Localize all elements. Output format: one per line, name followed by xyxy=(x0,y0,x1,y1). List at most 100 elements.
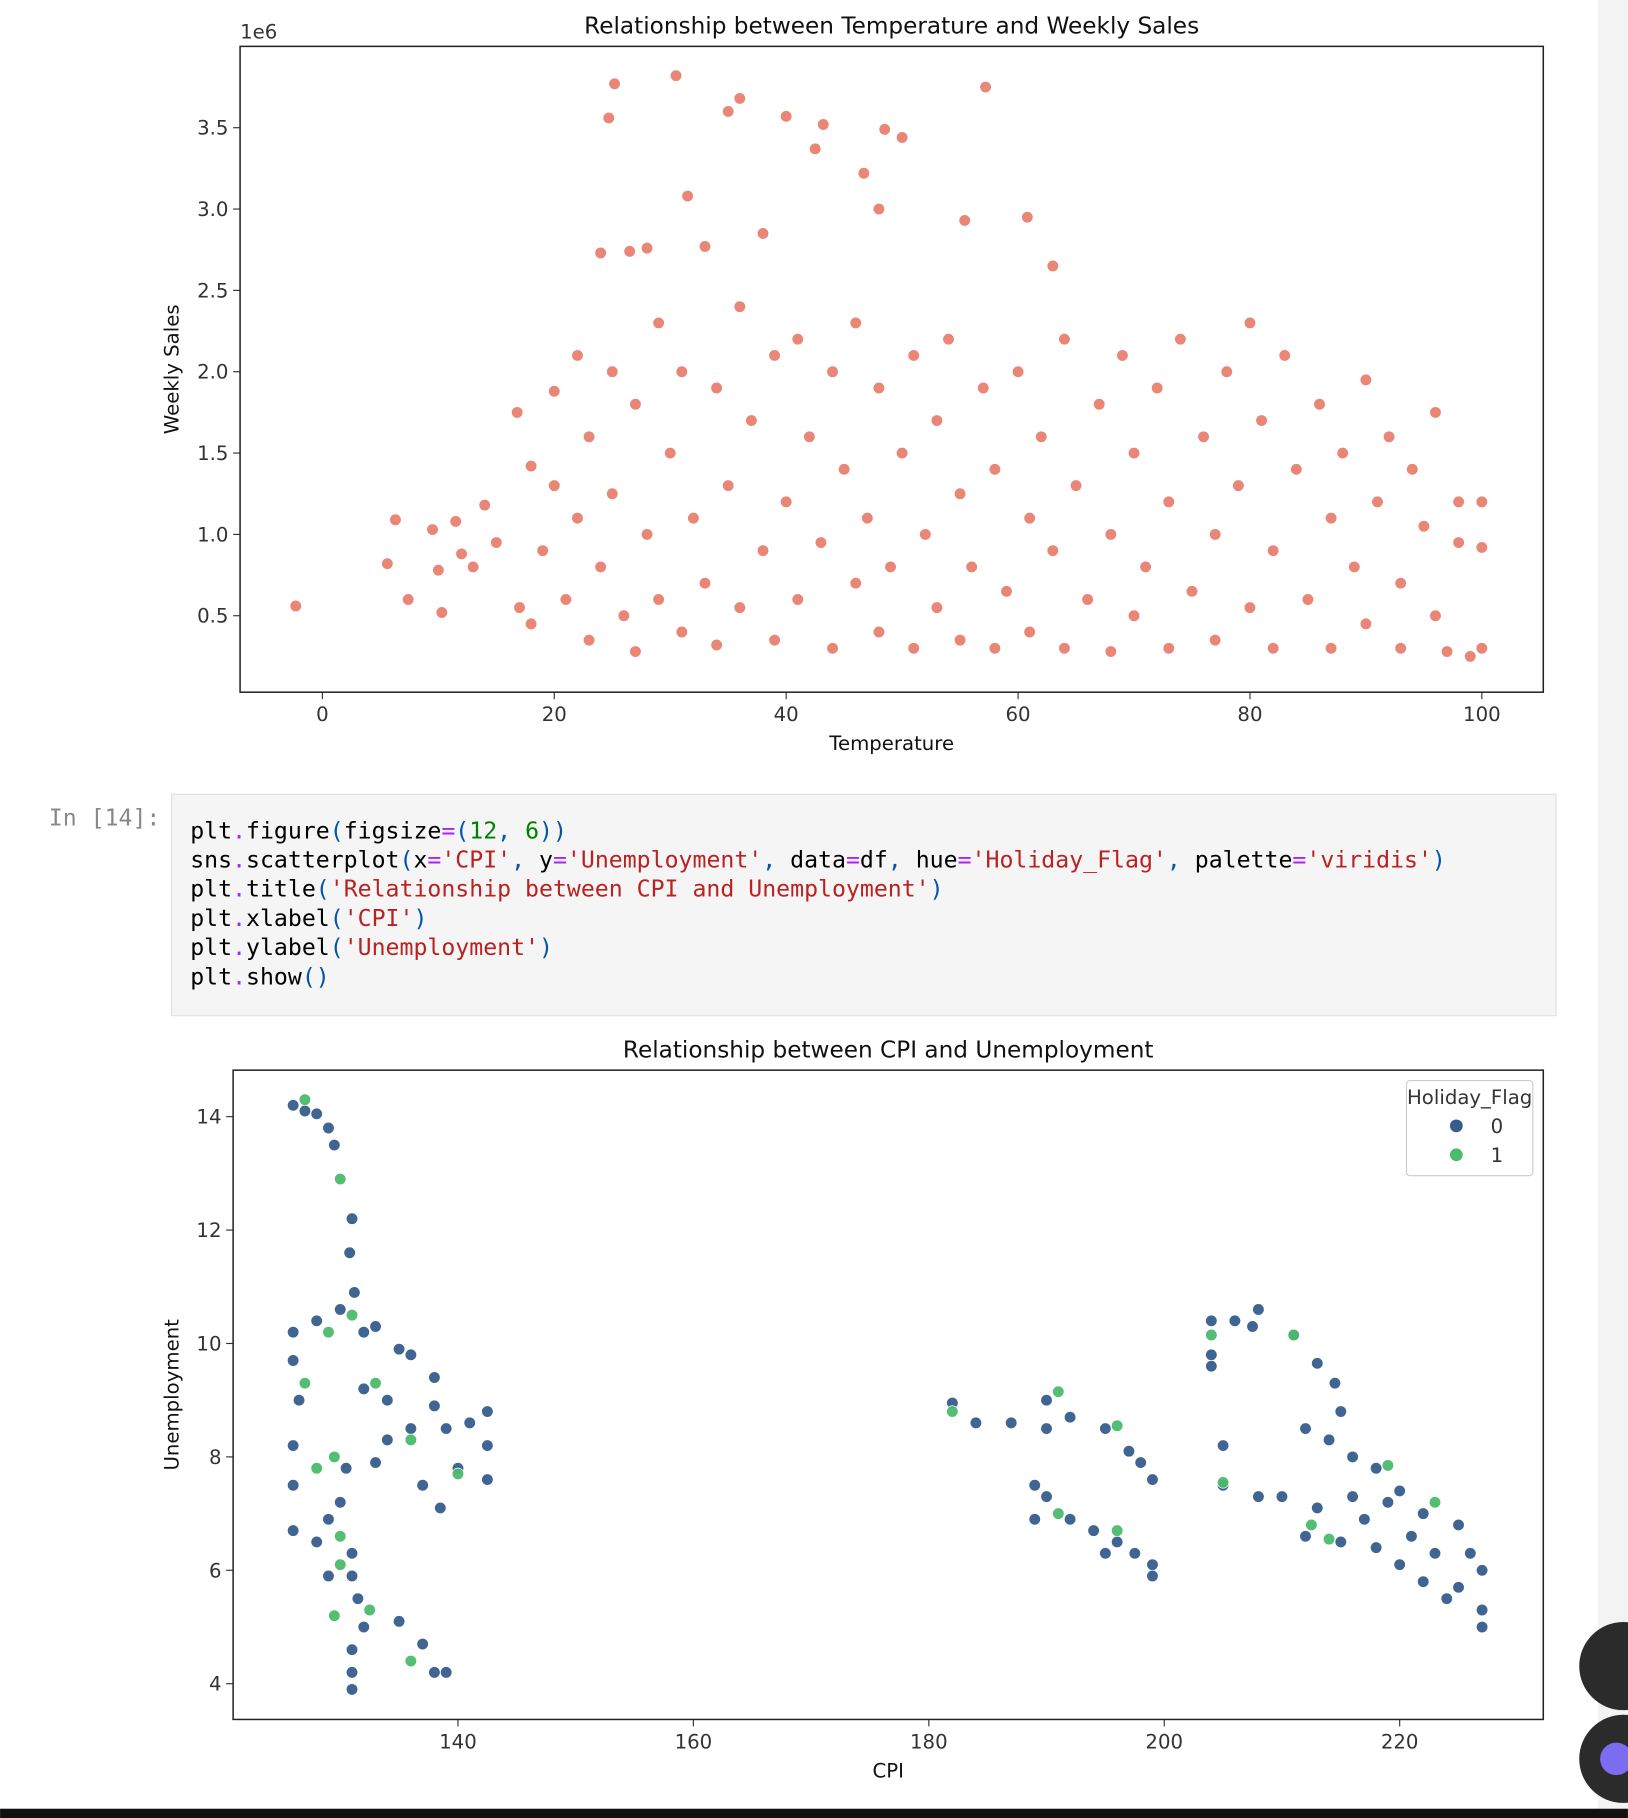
point xyxy=(481,1405,494,1418)
code-token: , xyxy=(888,846,902,873)
point xyxy=(559,593,573,606)
point xyxy=(1266,544,1280,557)
point xyxy=(1275,1490,1289,1503)
code-token: scatterplot xyxy=(246,846,399,873)
point xyxy=(640,241,654,255)
code-token: plt xyxy=(190,905,232,932)
code-token: 'Holiday_Flag' xyxy=(972,846,1167,873)
point xyxy=(548,385,561,398)
point xyxy=(1127,609,1141,622)
point xyxy=(381,557,394,570)
code-token: ( xyxy=(455,817,469,844)
chart: 0 20 40 60 80 100 0.5 1.0 1.5 2.0 2.5 3.0 3.5 Relatio… xyxy=(161,13,1545,755)
point xyxy=(287,1524,300,1537)
code-token: = xyxy=(1292,846,1306,873)
point xyxy=(345,1569,359,1583)
point xyxy=(930,414,944,427)
point xyxy=(608,77,621,90)
point xyxy=(289,599,302,613)
point xyxy=(942,333,955,346)
point xyxy=(826,642,839,655)
point xyxy=(1475,495,1488,509)
point xyxy=(310,1462,323,1475)
x-tick-label: 40 xyxy=(774,703,799,726)
point xyxy=(907,642,920,655)
code-token: figure xyxy=(246,817,330,844)
point xyxy=(756,544,770,557)
y-tick-label: 14 xyxy=(196,1106,221,1129)
point xyxy=(428,1371,441,1384)
point xyxy=(345,1666,359,1679)
point xyxy=(1000,585,1013,598)
point xyxy=(1440,645,1454,658)
point xyxy=(328,1609,341,1622)
point xyxy=(1128,1547,1141,1560)
code-cell[interactable] xyxy=(171,793,1557,1017)
legend-marker xyxy=(1449,1148,1463,1162)
point xyxy=(1371,495,1384,509)
point xyxy=(1381,1496,1395,1509)
point xyxy=(481,1473,494,1486)
point xyxy=(1394,642,1407,655)
y-axis-label: Unemployment xyxy=(161,1319,184,1471)
point xyxy=(1299,1422,1312,1435)
point xyxy=(946,1405,959,1418)
point xyxy=(322,1325,335,1339)
translate-button[interactable] xyxy=(1579,1622,1628,1711)
point xyxy=(1205,1314,1218,1327)
point xyxy=(745,414,758,427)
point xyxy=(1452,536,1465,549)
scrollbar[interactable] xyxy=(1597,0,1628,1809)
point xyxy=(322,1121,335,1135)
point xyxy=(548,479,561,492)
point xyxy=(1346,1450,1359,1464)
point xyxy=(298,1377,312,1390)
x-tick-label: 20 xyxy=(542,703,567,726)
point xyxy=(287,1479,300,1492)
code-token: ) xyxy=(553,817,567,844)
point xyxy=(1099,1547,1112,1560)
point xyxy=(675,365,688,378)
point xyxy=(1475,1603,1489,1617)
legend-box xyxy=(1405,1080,1534,1177)
point xyxy=(958,214,971,227)
point xyxy=(849,316,862,330)
point xyxy=(838,463,851,476)
point xyxy=(768,349,781,362)
chart-title: Relationship between CPI and Unemploymen… xyxy=(623,1036,1154,1063)
point xyxy=(451,1467,465,1481)
code-token: x xyxy=(413,846,427,873)
point xyxy=(328,1138,341,1152)
code-token: . xyxy=(232,817,246,844)
offset-label: 1e6 xyxy=(240,20,277,43)
point xyxy=(334,1172,347,1186)
point xyxy=(1417,520,1431,533)
y-tick-label: 0.5 xyxy=(197,605,228,628)
x-tick-label: 160 xyxy=(675,1730,713,1753)
point xyxy=(432,564,445,577)
code-token: hue xyxy=(902,846,958,873)
point xyxy=(1151,381,1164,395)
point xyxy=(287,1439,300,1452)
point xyxy=(357,1620,370,1634)
code-line: plt.show() xyxy=(190,963,330,990)
point xyxy=(536,544,549,557)
point xyxy=(511,406,524,419)
point xyxy=(1205,1360,1218,1373)
point xyxy=(675,625,688,639)
point xyxy=(348,1286,361,1299)
point xyxy=(1324,642,1338,655)
point xyxy=(334,1530,347,1543)
point xyxy=(1336,446,1349,460)
point xyxy=(594,246,607,260)
point xyxy=(1023,625,1036,639)
point xyxy=(895,446,909,460)
point xyxy=(930,601,944,614)
point xyxy=(1428,1496,1442,1509)
point xyxy=(698,577,712,590)
point xyxy=(780,110,793,123)
point xyxy=(977,381,990,395)
point xyxy=(322,1513,335,1526)
point xyxy=(1324,511,1338,525)
